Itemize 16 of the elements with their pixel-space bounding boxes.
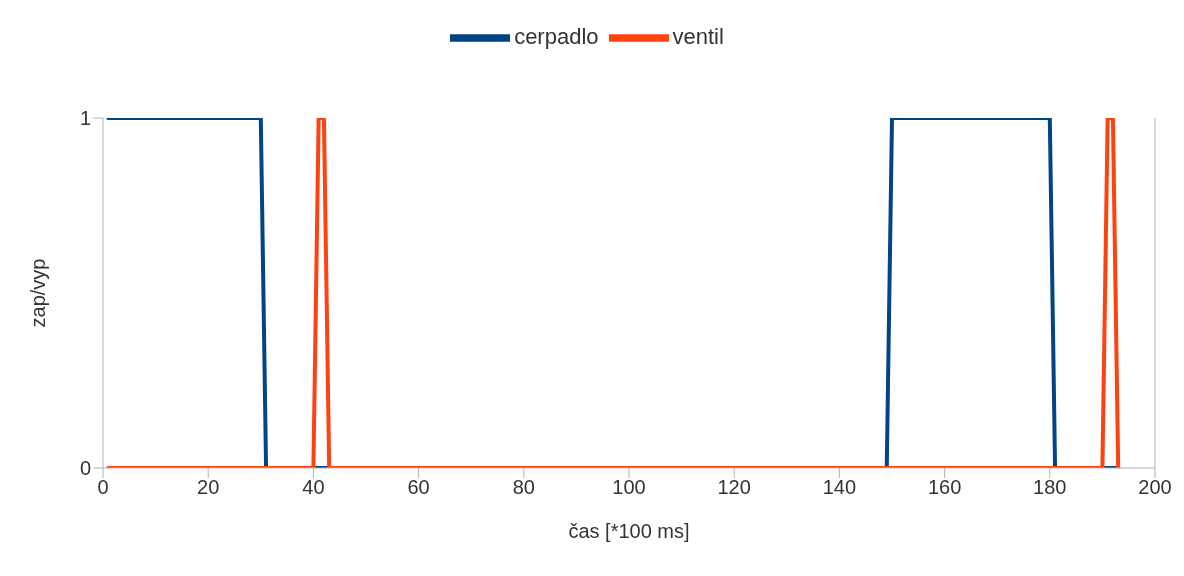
- x-tick-label: 60: [407, 476, 430, 499]
- x-axis-title: čas [*100 ms]: [568, 520, 690, 542]
- legend-label: cerpadlo: [514, 23, 599, 49]
- x-tick-label: 140: [822, 476, 857, 499]
- x-tick-label: 160: [927, 476, 962, 499]
- x-tick-label: 120: [717, 476, 751, 499]
- x-tick-label: 40: [302, 476, 325, 499]
- x-tick-label: 20: [197, 476, 220, 499]
- x-tick-label: 200: [1138, 476, 1172, 499]
- legend-label: ventil: [672, 23, 724, 49]
- x-tick-label: 80: [512, 476, 535, 499]
- x-tick-label: 180: [1033, 476, 1067, 499]
- y-tick-label: 1: [79, 107, 91, 130]
- y-axis-title: zap/vyp: [27, 258, 50, 328]
- x-tick-label: 100: [612, 476, 646, 499]
- x-tick-label: 0: [97, 476, 109, 499]
